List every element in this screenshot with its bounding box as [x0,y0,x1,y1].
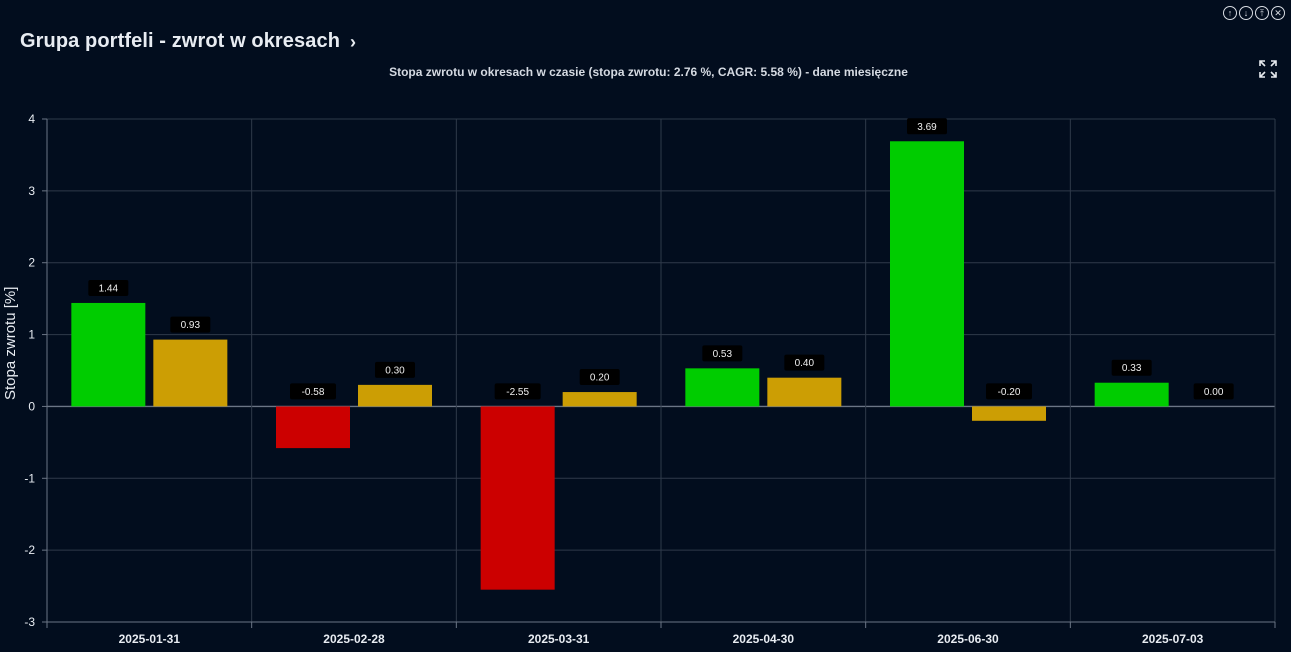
arrow-down-circle-icon[interactable]: ↓ [1239,6,1253,20]
data-label: 0.33 [1122,363,1142,374]
chart-axes: 4 3 2 1 0 -1 -2 -3 2025-01-31 2025-02-28 2025-03-3… [24,112,1276,646]
bar-0-1 [276,406,350,449]
y-tick-label: 4 [28,112,35,126]
expand-icon[interactable] [1259,60,1277,83]
data-label: 0.53 [713,349,733,360]
bar-1-4 [972,406,1046,421]
data-label-bg [1111,359,1152,376]
bar-1-3 [767,377,842,407]
data-label-bg [494,383,541,400]
page-title: Grupa portfeli - zwrot w okresach [20,30,341,52]
x-tick-label: 2025-02-28 [323,632,385,646]
data-label: 0.30 [385,365,405,376]
data-label-bg [784,354,825,371]
bar-0-0 [71,302,146,407]
chart-bars [71,141,1169,590]
x-tick-label: 2025-06-30 [937,632,999,646]
bar-0-5 [1094,382,1169,407]
bar-0-4 [890,141,964,407]
data-label: 3.69 [917,122,937,133]
y-tick-label: -3 [24,615,35,629]
data-label-bg [88,279,129,296]
data-label: 0.40 [795,358,815,369]
data-label-bg [375,361,415,378]
close-circle-icon[interactable]: ✕ [1271,6,1285,20]
data-label-bg [1193,383,1234,400]
bar-1-0 [153,339,228,407]
data-label: -0.20 [998,387,1021,398]
data-label: 1.44 [99,283,119,294]
x-tick-label: 2025-07-03 [1142,632,1204,646]
y-tick-label: -2 [24,543,35,557]
data-label: 0.20 [590,373,610,384]
chart-data-labels: 1.44 -0.58 -2.55 0.53 3.69 0.33 0.93 0.30 0.20 0.… [88,118,1234,400]
bar-0-2 [480,406,555,590]
bar-1-2 [562,392,637,407]
chart-header: Grupa portfeli - zwrot w okresach › [20,30,356,53]
y-tick-label: 0 [28,399,35,413]
bar-0-3 [685,368,760,407]
y-tick-label: -1 [24,471,35,485]
x-tick-label: 2025-04-30 [733,632,795,646]
window-controls: ↑ ↓ ⤒ ✕ [1223,6,1285,20]
chart-grid [46,118,1276,623]
data-label-bg [290,383,336,400]
arrow-up-circle-icon[interactable]: ↑ [1223,6,1237,20]
data-label-bg [986,383,1032,400]
bar-1-1 [358,384,432,407]
arrow-top-circle-icon[interactable]: ⤒ [1255,6,1269,20]
data-label: 0.00 [1204,387,1224,398]
chevron-right-icon[interactable]: › [350,31,357,52]
data-label: 0.93 [181,320,201,331]
x-tick-label: 2025-01-31 [119,632,181,646]
data-label-bg [170,316,211,333]
x-tick-label: 2025-03-31 [528,632,590,646]
y-tick-label: 3 [28,184,35,198]
data-label-bg [702,345,743,362]
data-label: -2.55 [506,387,529,398]
data-label: -0.58 [302,387,325,398]
data-label-bg [907,118,947,135]
y-tick-label: 2 [28,256,35,270]
data-label-bg [579,369,620,386]
chart-title: Stopa zwrotu w okresach w czasie (stopa … [389,65,908,79]
y-tick-label: 1 [28,328,35,342]
